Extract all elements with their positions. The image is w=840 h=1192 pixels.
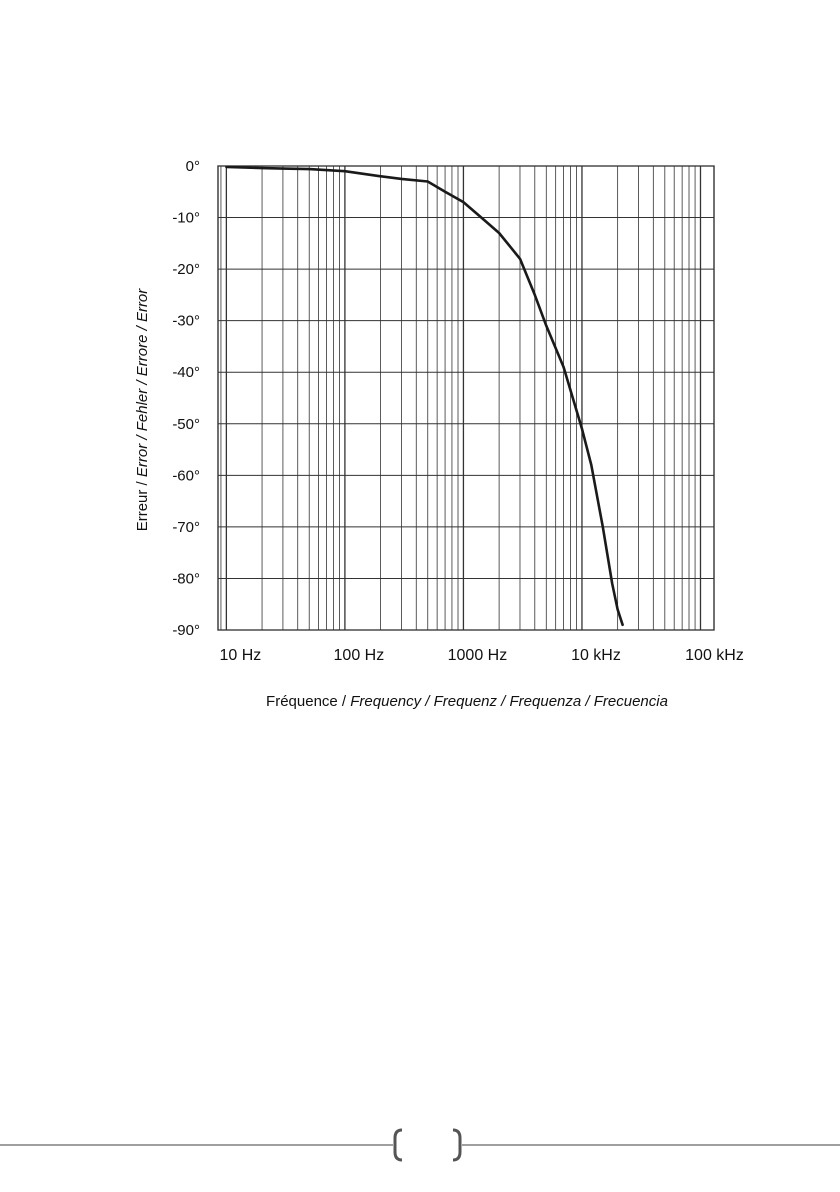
x-tick-label: 10 Hz: [219, 647, 261, 664]
axis-title-part: Error / Fehler / Errore / Error: [134, 288, 151, 477]
footer-bracket-right: [452, 1128, 462, 1162]
x-tick-label: 1000 Hz: [448, 647, 508, 664]
footer-bracket-left: [393, 1128, 403, 1162]
y-tick-label: 0°: [186, 158, 200, 175]
y-tick-label: -90°: [172, 622, 200, 639]
axis-title-part: Erreur /: [134, 477, 151, 531]
y-axis-title: Erreur / Error / Fehler / Errore / Error: [134, 288, 151, 532]
page-footer: [0, 1128, 840, 1162]
series-line: [225, 165, 624, 627]
y-tick-label: -20°: [172, 261, 200, 278]
x-tick-labels: 10 Hz 100 Hz 1000 Hz 10 kHz 100 kHz: [219, 647, 743, 664]
x-axis-title: Fréquence / Frequency / Frequenz / Frequ…: [266, 693, 668, 710]
axis-title-part: Fréquence /: [266, 693, 350, 710]
y-tick-label: -40°: [172, 364, 200, 381]
y-tick-label: -80°: [172, 570, 200, 587]
grid-lines: [217, 165, 715, 631]
x-tick-label: 100 Hz: [334, 647, 385, 664]
axis-title-part: Frequency / Frequenz / Frequenza / Frecu…: [350, 693, 668, 710]
chart: 0° -10° -20° -30° -40° -50° -60° -70° -80° -90° 1…: [134, 158, 744, 710]
y-tick-label: -30°: [172, 313, 200, 330]
plot-frame: [217, 165, 715, 631]
x-tick-label: 100 kHz: [685, 647, 744, 664]
y-tick-label: -10°: [172, 210, 200, 227]
y-tick-label: -70°: [172, 519, 200, 536]
y-tick-label: -60°: [172, 467, 200, 484]
y-tick-labels: 0° -10° -20° -30° -40° -50° -60° -70° -80° -90°: [172, 158, 200, 639]
y-tick-label: -50°: [172, 416, 200, 433]
x-tick-label: 10 kHz: [571, 647, 621, 664]
